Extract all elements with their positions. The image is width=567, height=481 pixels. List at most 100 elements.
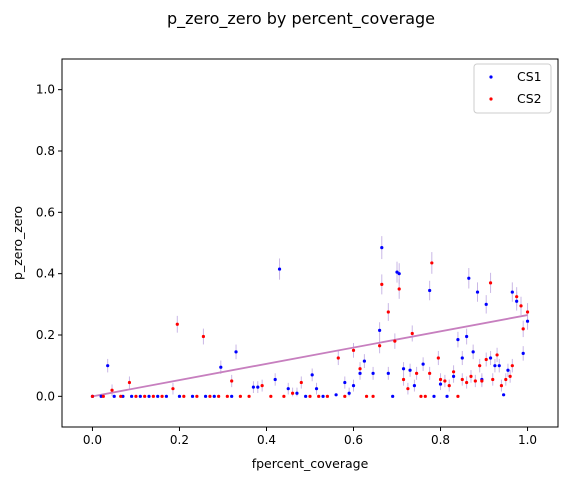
x-axis-ticks: 0.0 0.2 0.4 0.6 0.8 1.0 [83,427,537,447]
data-point-cs2 [208,394,212,398]
data-point-cs2 [504,377,508,382]
data-point-cs2 [484,357,488,362]
trend-line-group [92,314,528,398]
data-point-cs2 [358,367,362,371]
data-point-cs2 [521,327,525,331]
data-point-cs1 [251,385,256,389]
data-point-cs2 [290,391,295,395]
data-point-cs2 [428,371,432,375]
data-point-cs2 [380,282,384,286]
data-points [90,246,530,398]
data-point-cs2 [401,377,406,382]
data-point-cs1 [502,393,506,397]
data-point-cs1 [515,299,519,303]
data-point-cs1 [351,384,356,388]
data-point-cs1 [212,394,216,398]
y-tick-label: 0.6 [36,205,55,219]
legend-box [473,63,552,114]
data-point-cs2 [351,348,356,352]
data-point-cs1 [164,394,169,398]
data-point-cs1 [475,290,480,294]
data-point-cs2 [119,394,123,398]
data-point-cs2 [371,394,375,398]
data-point-cs2 [225,394,229,398]
data-point-cs1 [177,394,182,398]
data-point-cs1 [286,387,290,391]
data-point-cs2 [430,261,434,265]
data-point-cs2 [127,380,132,385]
x-tick-label: 0.8 [431,433,450,447]
data-point-cs1 [438,382,443,386]
data-point-cs1 [358,371,362,375]
data-point-cs2 [308,394,312,398]
data-point-cs2 [343,394,347,398]
data-point-cs1 [497,364,501,368]
data-point-cs1 [432,394,436,398]
legend-label-cs2: CS2 [517,91,542,106]
data-point-cs2 [247,394,251,398]
data-point-cs2 [378,344,382,348]
data-point-cs2 [282,394,286,398]
data-point-cs2 [336,356,340,360]
data-point-cs2 [393,339,397,343]
chart-title: p_zero_zero by percent_coverage [167,9,435,29]
data-point-cs1 [362,359,366,363]
data-point-cs1 [471,350,475,354]
data-point-cs2 [499,384,504,388]
data-point-cs1 [156,394,160,398]
data-point-cs1 [456,338,460,342]
data-point-cs2 [508,374,512,378]
data-point-cs2 [465,380,469,385]
data-point-cs2 [451,370,456,374]
data-point-cs2 [438,377,443,382]
data-point-cs2 [325,394,330,398]
data-point-cs1 [412,384,417,388]
data-point-cs2 [299,380,303,385]
data-point-cs1 [460,356,464,360]
data-point-cs2 [491,377,495,382]
data-point-cs2 [519,304,523,308]
data-point-cs2 [478,364,482,368]
data-point-cs2 [456,394,460,398]
data-point-cs1 [525,319,530,323]
data-point-cs1 [465,334,469,339]
data-point-cs1 [112,394,116,398]
data-point-cs2 [406,387,410,391]
data-point-cs2 [151,394,155,398]
data-point-cs1 [304,394,308,398]
y-tick-label: 0.2 [36,328,55,342]
data-point-cs2 [525,310,530,314]
data-point-cs2 [201,334,206,339]
data-point-cs2 [182,394,186,398]
data-point-cs1 [138,394,142,398]
data-point-cs1 [484,302,488,306]
x-tick-label: 0.4 [257,433,276,447]
data-point-cs2 [238,394,242,398]
x-tick-label: 0.6 [344,433,363,447]
data-point-cs1 [256,385,260,389]
data-point-cs1 [408,368,412,372]
data-point-cs1 [130,394,134,398]
data-point-cs1 [371,371,375,375]
data-point-cs2 [90,394,95,398]
data-point-cs1 [510,290,514,294]
data-point-cs2 [488,281,493,285]
data-point-cs1 [401,367,406,371]
data-point-cs1 [467,276,471,280]
data-point-cs2 [364,394,369,398]
legend-marker-cs1 [489,75,493,79]
y-tick-label: 0.4 [36,267,55,281]
legend-label-cs1: CS1 [517,69,542,84]
data-point-cs1 [190,394,195,398]
data-point-cs1 [391,394,395,398]
data-point-cs1 [273,377,277,382]
data-point-cs1 [506,368,510,372]
data-point-cs1 [347,391,351,395]
x-tick-label: 0.2 [170,433,189,447]
data-point-cs1 [428,288,432,293]
y-tick-label: 1.0 [36,83,55,97]
legend-marker-cs2 [489,97,493,101]
data-point-cs2 [469,374,473,378]
data-point-cs1 [106,364,110,368]
data-point-cs2 [419,394,423,398]
